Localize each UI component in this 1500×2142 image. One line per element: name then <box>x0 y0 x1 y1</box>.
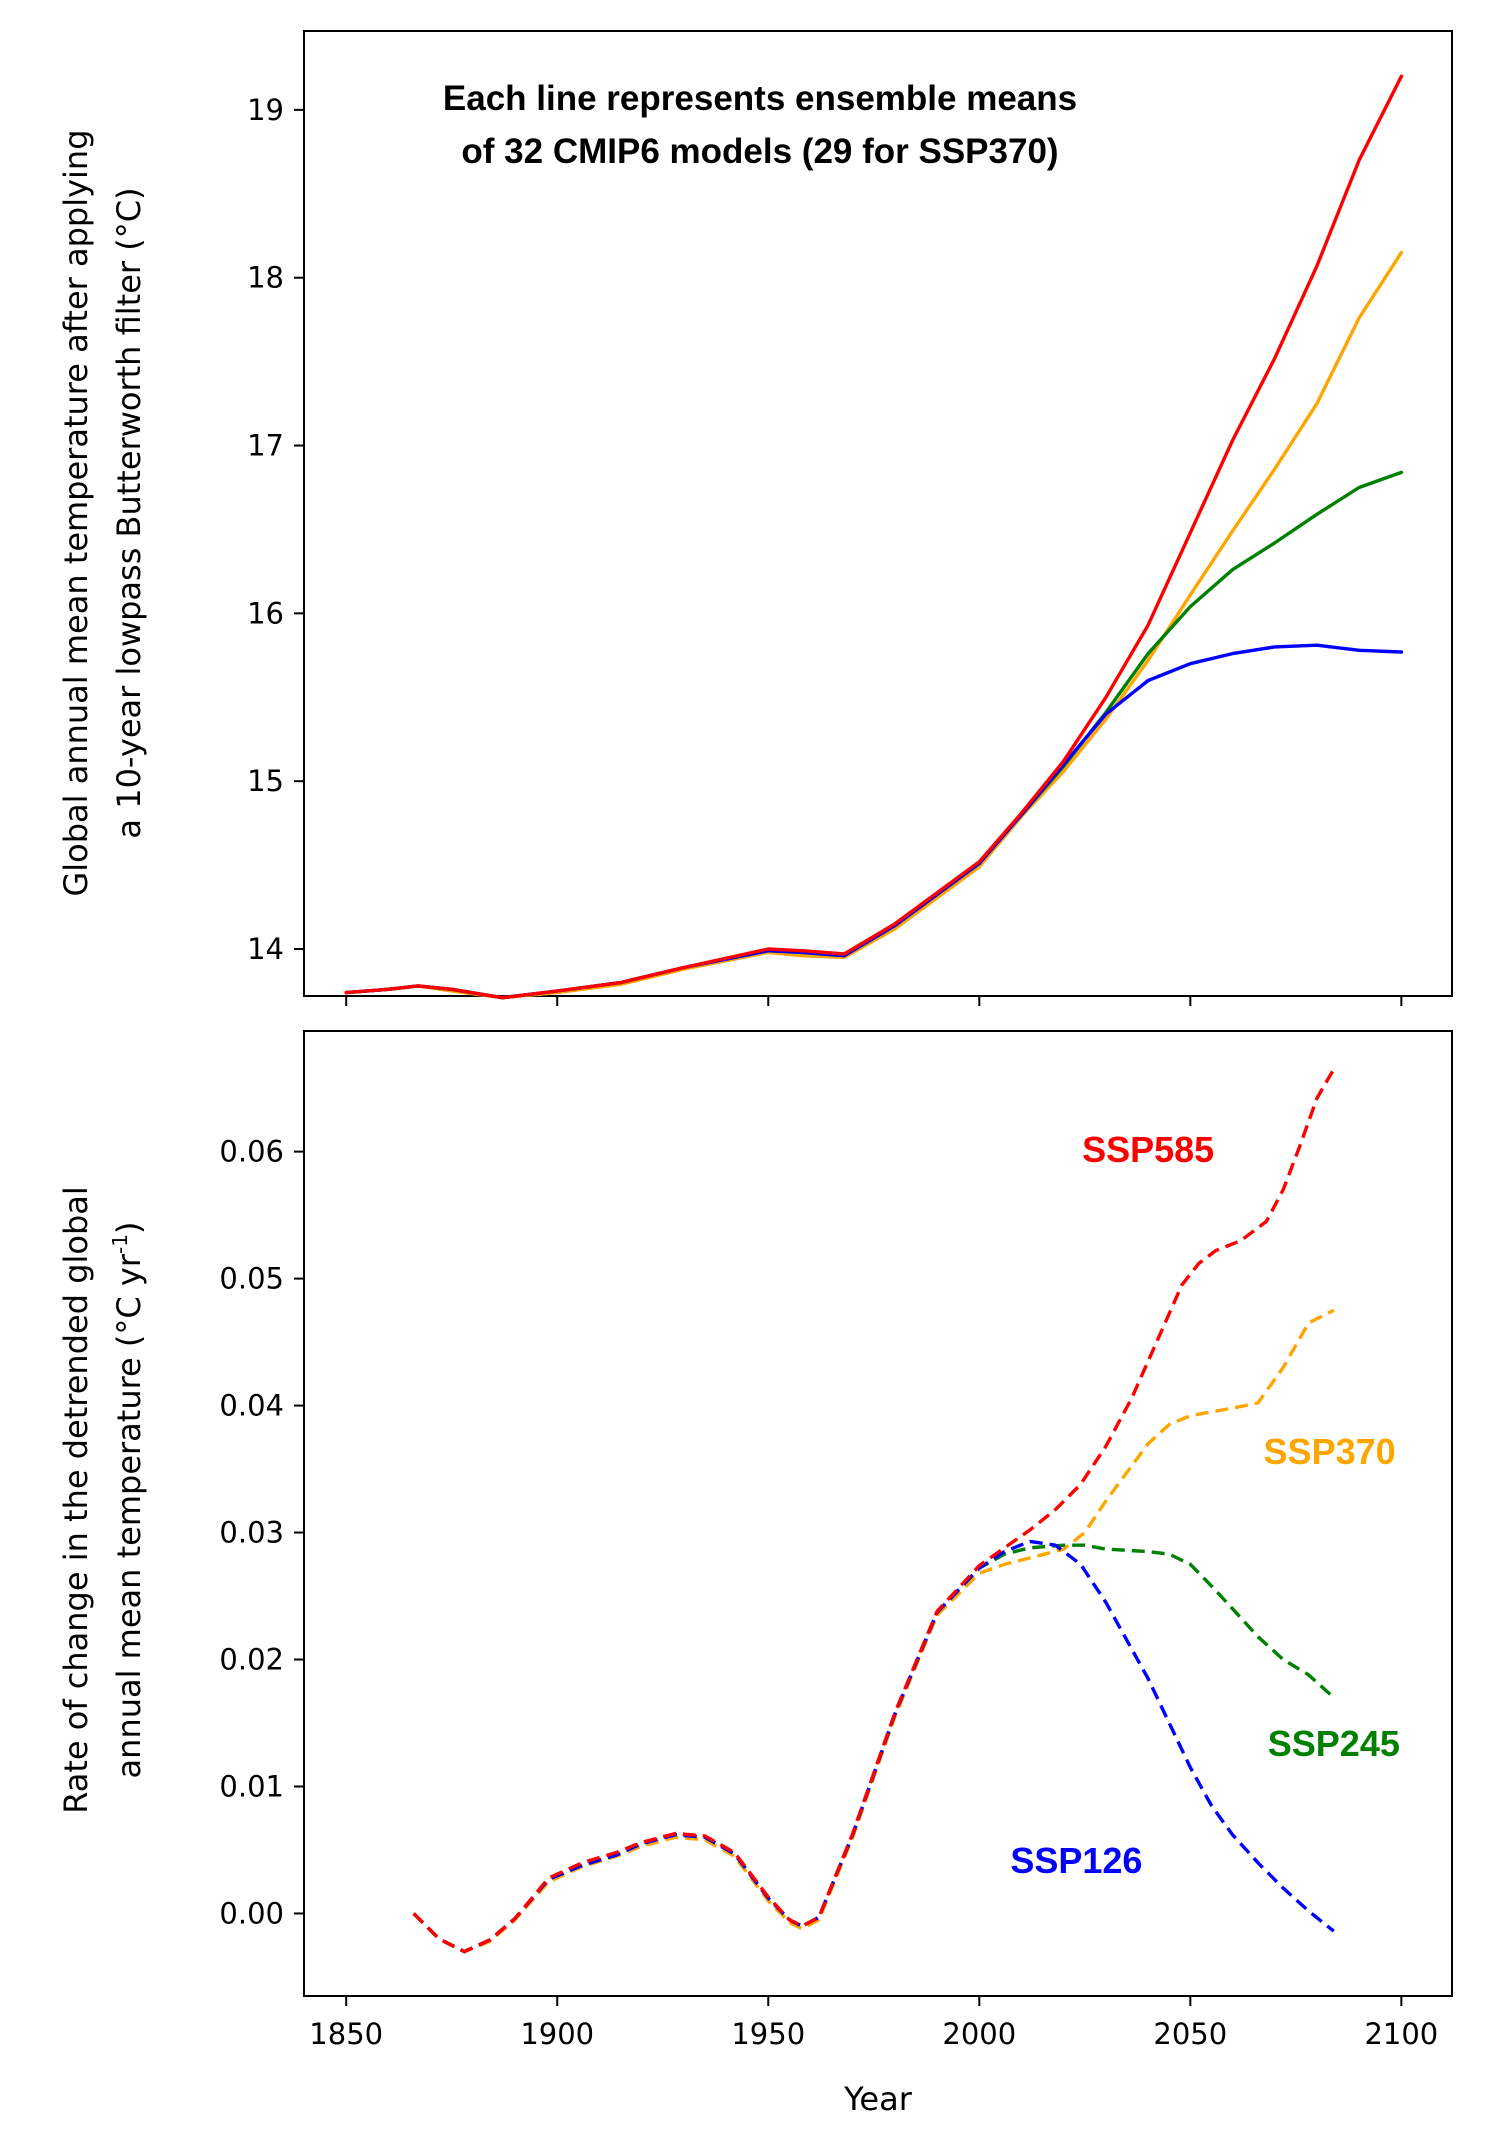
y-tick-label-bottom-6: 0.06 <box>219 1135 284 1169</box>
y-ticks-top: 14 15 16 17 18 19 <box>247 93 304 966</box>
series-line-bottom-3 <box>412 1068 1336 1954</box>
series-label-ssp126: SSP126 <box>1010 1840 1142 1881</box>
y-tick-label-bottom-5: 0.05 <box>219 1262 284 1296</box>
y-tick-label-bottom-4: 0.04 <box>219 1389 284 1423</box>
series-line-bottom-2 <box>412 1539 1335 1954</box>
annotation-line-2: of 32 CMIP6 models (29 for SSP370) <box>461 132 1058 171</box>
series-label-ssp245: SSP245 <box>1268 1723 1400 1764</box>
y-tick-label-bottom-3: 0.03 <box>219 1516 284 1550</box>
plot-frame-top <box>303 30 1453 997</box>
x-tick-label-4: 2050 <box>1153 2017 1227 2051</box>
y-tick-label-top-0: 14 <box>247 932 284 966</box>
y-tick-label-top-5: 19 <box>247 93 284 127</box>
series-label-ssp370: SSP370 <box>1264 1431 1396 1472</box>
series-line-top-3 <box>344 74 1404 1000</box>
y-tick-label-bottom-1: 0.01 <box>219 1769 284 1803</box>
x-tick-label-1: 1900 <box>520 2017 594 2051</box>
y-axis-label-top-line-1: Global annual mean temperature after app… <box>57 129 95 896</box>
series-line-top-2 <box>344 643 1404 1000</box>
x-tick-label-0: 1850 <box>309 2017 383 2051</box>
series-label-ssp585: SSP585 <box>1082 1129 1214 1170</box>
x-tick-label-2: 1950 <box>731 2017 805 2051</box>
plot-frame-bottom <box>303 1030 1453 1997</box>
y-axis-label-top-line-2: a 10-year lowpass Butterworth filter (°C… <box>110 187 148 838</box>
series-labels-bottom: SSP585 SSP370 SSP245 SSP126 <box>1010 1129 1400 1881</box>
series-line-bottom-1 <box>412 1543 1335 1954</box>
series-lines-top <box>344 74 1404 1000</box>
series-lines-bottom <box>412 1068 1336 1954</box>
y-tick-label-top-1: 15 <box>247 764 284 798</box>
y-axis-label-bottom-main: annual mean temperature (°C yr <box>110 1253 148 1778</box>
series-line-bottom-0 <box>412 1308 1335 1954</box>
y-ticks-bottom: 0.00 0.01 0.02 0.03 0.04 0.05 0.06 <box>219 1135 304 1930</box>
x-axis-label: Year <box>843 2080 913 2118</box>
x-ticks-top <box>345 996 1403 1006</box>
y-tick-label-top-4: 18 <box>247 261 284 295</box>
y-tick-label-bottom-0: 0.00 <box>219 1896 284 1930</box>
y-tick-label-bottom-2: 0.02 <box>219 1643 284 1677</box>
x-ticks-bottom: 1850 1900 1950 2000 2050 2100 <box>309 1996 1438 2051</box>
y-tick-label-top-2: 16 <box>247 596 284 630</box>
y-tick-label-top-3: 17 <box>247 429 284 463</box>
x-tick-label-5: 2100 <box>1364 2017 1438 2051</box>
panel-rate: 1850 1900 1950 2000 2050 2100 0.000.010.020.0… <box>57 1030 1453 2118</box>
x-tick-label-3: 2000 <box>942 2017 1016 2051</box>
y-axis-label-bottom-line-1: Rate of change in the detrended global <box>57 1186 95 1814</box>
series-line-top-1 <box>344 470 1404 1000</box>
series-line-top-0 <box>344 250 1404 1000</box>
y-axis-label-bottom-superscript: -1 <box>108 1234 132 1254</box>
y-axis-label-bottom-close: ) <box>110 1222 148 1234</box>
panel-temperature: 14 15 16 17 18 19 Each line represents ensemb… <box>57 30 1453 1006</box>
y-axis-label-bottom-line-2: annual mean temperature (°C yr-1) <box>108 1222 148 1779</box>
annotation-line-1: Each line represents ensemble means <box>443 79 1077 118</box>
